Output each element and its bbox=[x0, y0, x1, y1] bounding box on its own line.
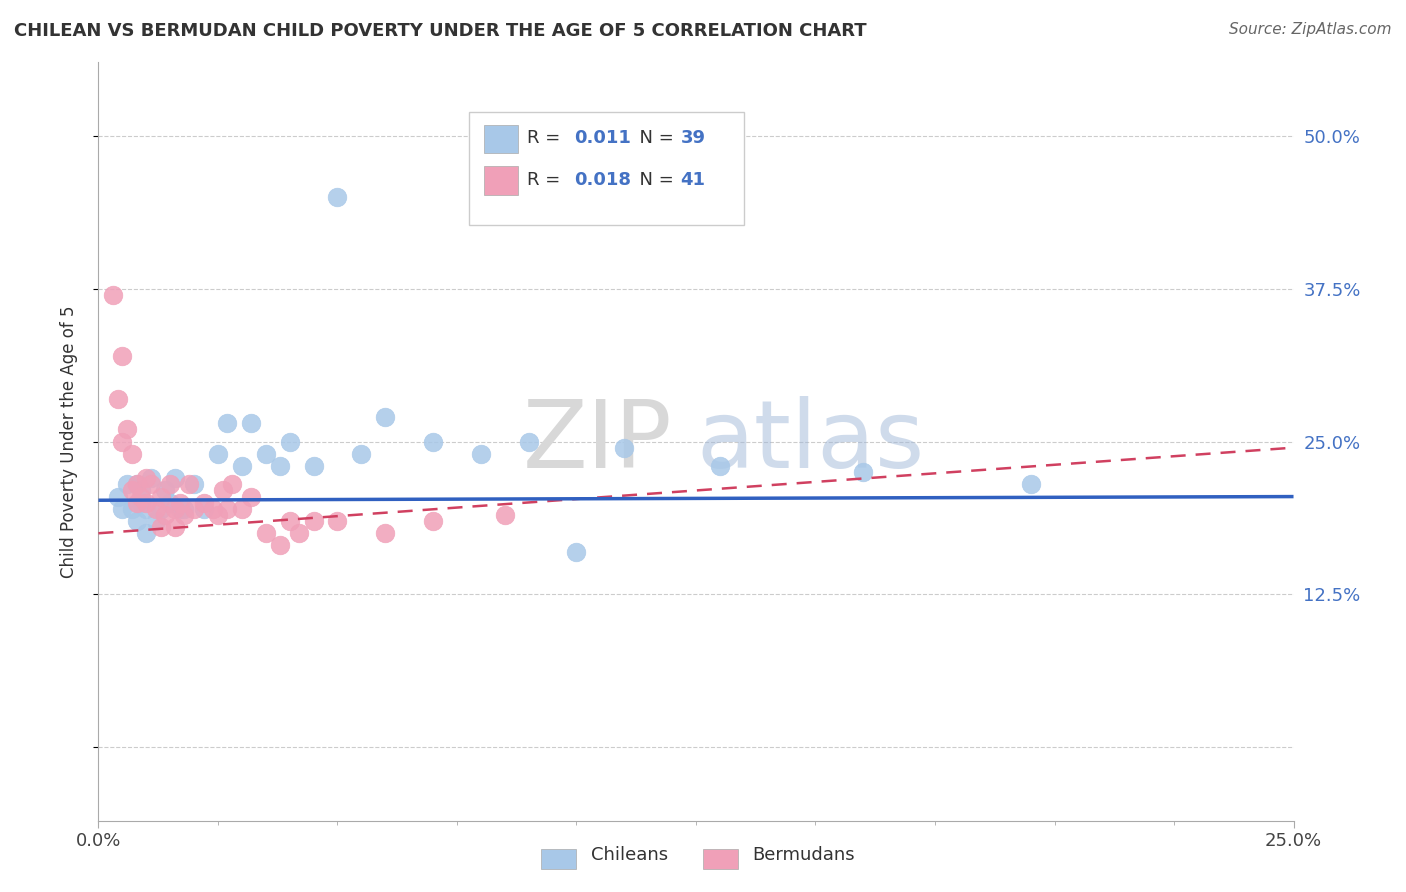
Text: N =: N = bbox=[628, 171, 679, 189]
Text: Chileans: Chileans bbox=[591, 846, 668, 863]
Point bbox=[302, 514, 325, 528]
Point bbox=[135, 496, 157, 510]
Text: N =: N = bbox=[628, 129, 679, 147]
Point bbox=[149, 490, 172, 504]
Point bbox=[163, 471, 186, 485]
Point bbox=[111, 434, 134, 449]
Point bbox=[217, 501, 239, 516]
Text: 0.011: 0.011 bbox=[574, 129, 631, 147]
Point bbox=[121, 447, 143, 461]
Text: 41: 41 bbox=[681, 171, 706, 189]
Point bbox=[111, 501, 134, 516]
Point bbox=[350, 447, 373, 461]
Point bbox=[125, 496, 148, 510]
Point bbox=[163, 501, 186, 516]
Point bbox=[240, 490, 263, 504]
Point bbox=[107, 392, 129, 406]
Point bbox=[326, 190, 349, 204]
Point bbox=[1019, 477, 1042, 491]
Point bbox=[278, 434, 301, 449]
Text: Source: ZipAtlas.com: Source: ZipAtlas.com bbox=[1229, 22, 1392, 37]
Point bbox=[613, 441, 636, 455]
Point bbox=[374, 526, 396, 541]
Text: 39: 39 bbox=[681, 129, 706, 147]
Point bbox=[159, 496, 181, 510]
Point bbox=[517, 434, 540, 449]
Point bbox=[131, 490, 153, 504]
Point bbox=[139, 477, 162, 491]
Point bbox=[211, 483, 233, 498]
Point bbox=[207, 508, 229, 522]
Point bbox=[139, 471, 162, 485]
Text: CHILEAN VS BERMUDAN CHILD POVERTY UNDER THE AGE OF 5 CORRELATION CHART: CHILEAN VS BERMUDAN CHILD POVERTY UNDER … bbox=[14, 22, 866, 40]
Point bbox=[155, 483, 177, 498]
Y-axis label: Child Poverty Under the Age of 5: Child Poverty Under the Age of 5 bbox=[59, 305, 77, 578]
Point bbox=[115, 477, 138, 491]
Text: Bermudans: Bermudans bbox=[752, 846, 855, 863]
Point bbox=[125, 477, 148, 491]
Text: R =: R = bbox=[527, 171, 567, 189]
Point bbox=[207, 447, 229, 461]
Point bbox=[173, 501, 195, 516]
FancyBboxPatch shape bbox=[485, 125, 517, 153]
Point bbox=[121, 483, 143, 498]
Point bbox=[269, 458, 291, 473]
Point bbox=[254, 447, 277, 461]
Point bbox=[374, 410, 396, 425]
Point bbox=[278, 514, 301, 528]
Point bbox=[169, 501, 191, 516]
Point bbox=[254, 526, 277, 541]
Point bbox=[302, 458, 325, 473]
Point bbox=[135, 501, 157, 516]
Point bbox=[269, 539, 291, 553]
Point bbox=[125, 514, 148, 528]
Point bbox=[193, 496, 215, 510]
Point bbox=[709, 458, 731, 473]
Point bbox=[155, 508, 177, 522]
Point bbox=[125, 477, 148, 491]
Point bbox=[221, 477, 243, 491]
FancyBboxPatch shape bbox=[485, 166, 517, 195]
Point bbox=[183, 501, 205, 516]
Point bbox=[202, 501, 225, 516]
Point bbox=[852, 465, 875, 479]
Point bbox=[101, 287, 124, 301]
Point bbox=[121, 501, 143, 516]
Point bbox=[288, 526, 311, 541]
Point bbox=[470, 447, 492, 461]
Point bbox=[145, 514, 167, 528]
FancyBboxPatch shape bbox=[470, 112, 744, 226]
Point bbox=[149, 520, 172, 534]
Point bbox=[326, 514, 349, 528]
Text: R =: R = bbox=[527, 129, 567, 147]
Point bbox=[135, 471, 157, 485]
Point bbox=[565, 544, 588, 558]
Text: 0.018: 0.018 bbox=[574, 171, 631, 189]
Point bbox=[173, 508, 195, 522]
Point bbox=[135, 526, 157, 541]
Text: atlas: atlas bbox=[696, 395, 924, 488]
Point bbox=[159, 477, 181, 491]
Point bbox=[422, 514, 444, 528]
Point bbox=[231, 458, 253, 473]
Point bbox=[145, 501, 167, 516]
Point bbox=[115, 422, 138, 436]
Point bbox=[131, 496, 153, 510]
Point bbox=[240, 416, 263, 430]
Point bbox=[494, 508, 516, 522]
Point bbox=[193, 501, 215, 516]
Point bbox=[111, 349, 134, 363]
Point bbox=[169, 496, 191, 510]
Point bbox=[183, 477, 205, 491]
Point bbox=[149, 501, 172, 516]
Point bbox=[217, 416, 239, 430]
Point bbox=[422, 434, 444, 449]
Point bbox=[163, 520, 186, 534]
Point bbox=[131, 483, 153, 498]
Point bbox=[231, 501, 253, 516]
Point bbox=[179, 477, 201, 491]
Text: ZIP: ZIP bbox=[523, 395, 672, 488]
Point bbox=[107, 490, 129, 504]
